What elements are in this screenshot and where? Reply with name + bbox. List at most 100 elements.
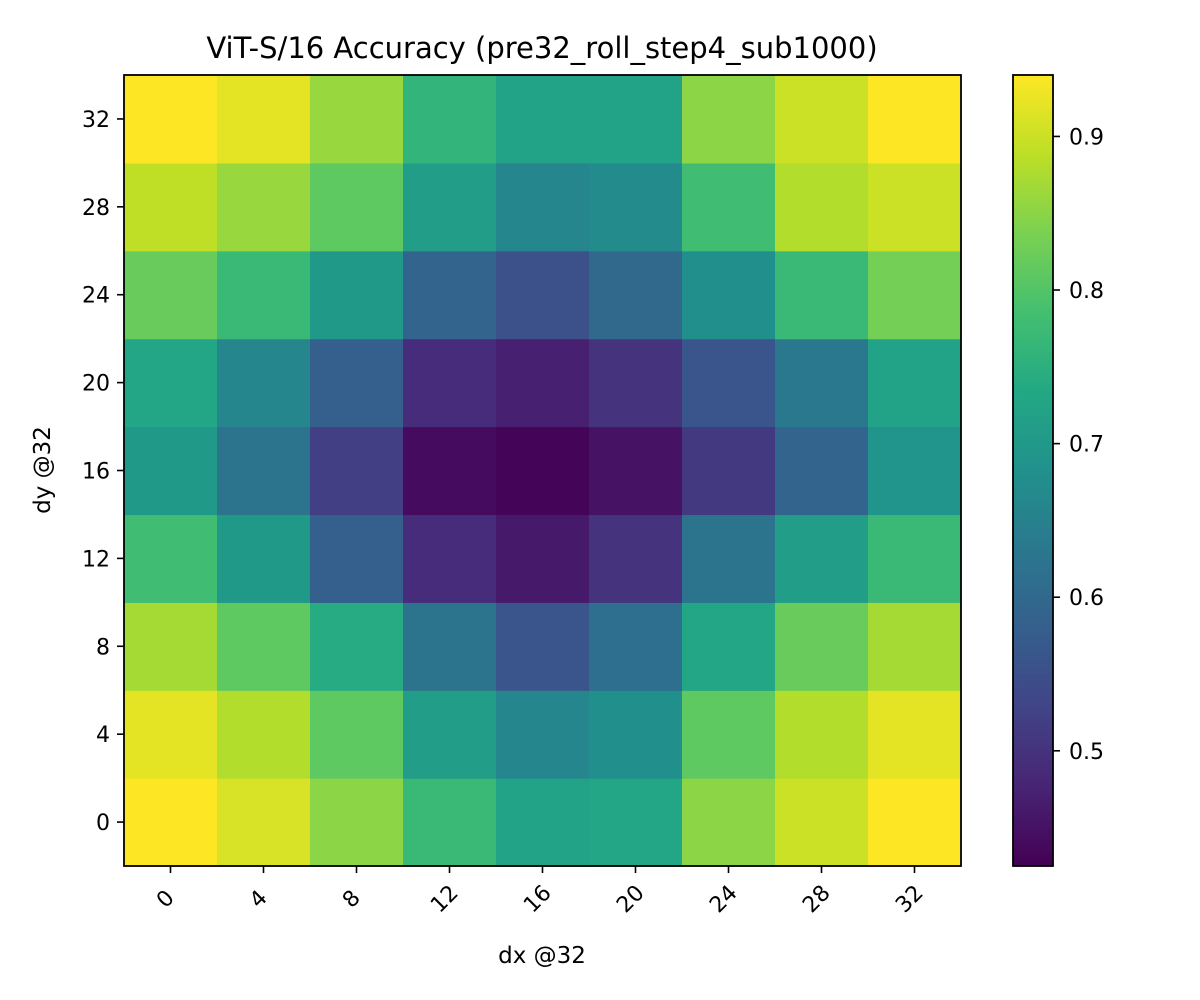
heatmap-cell — [682, 162, 776, 252]
colorbar-tick-label: 0.6 — [1069, 586, 1104, 611]
heatmap-cell — [496, 690, 590, 779]
heatmap-cell — [682, 514, 776, 603]
colorbar-tick-label: 0.9 — [1069, 125, 1104, 150]
heatmap-cell — [868, 602, 962, 691]
heatmap-cell — [403, 75, 497, 164]
heatmap-cell — [310, 602, 404, 691]
heatmap-cell — [217, 162, 311, 252]
heatmap-cell — [775, 514, 869, 603]
heatmap-cell — [868, 338, 962, 428]
heatmap-cell — [217, 250, 311, 340]
heatmap-cell — [589, 338, 683, 428]
heatmap-cell — [775, 778, 869, 867]
heatmap-cell — [682, 426, 776, 516]
heatmap-cell — [868, 162, 962, 252]
heatmap-cell — [868, 514, 962, 603]
y-axis-label: dy @32 — [30, 426, 56, 514]
heatmap-cell — [310, 75, 404, 164]
heatmap-cell — [403, 778, 497, 867]
y-tick-label: 16 — [82, 460, 110, 485]
x-tick-label: 0 — [152, 886, 180, 914]
heatmap-cell — [589, 162, 683, 252]
colorbar: 0.5 0.6 0.7 0.8 0.9 — [1012, 74, 1104, 867]
heatmap-cell — [682, 338, 776, 428]
heatmap-cell — [868, 426, 962, 516]
heatmap-cell — [589, 778, 683, 867]
heatmap-cell — [589, 250, 683, 340]
heatmap-cell — [310, 162, 404, 252]
heatmap-cell — [310, 690, 404, 779]
colorbar-tick-label: 0.7 — [1069, 433, 1104, 458]
heatmap-cell — [124, 338, 218, 428]
heatmap-cell — [310, 514, 404, 603]
y-tick-label: 8 — [96, 635, 110, 660]
heatmap-cell — [124, 778, 218, 867]
heatmap-cell — [682, 250, 776, 340]
heatmap-cell — [496, 162, 590, 252]
x-tick-label: 8 — [338, 886, 366, 914]
heatmap-cell — [589, 690, 683, 779]
heatmap-cell — [775, 250, 869, 340]
heatmap-cell — [589, 514, 683, 603]
heatmap-cells — [124, 75, 962, 867]
y-tick-label: 0 — [96, 811, 110, 836]
heatmap-cell — [310, 778, 404, 867]
colorbar-gradient — [1013, 75, 1053, 866]
heatmap-cell — [589, 426, 683, 516]
heatmap-cell — [403, 602, 497, 691]
heatmap-cell — [868, 75, 962, 164]
heatmap-cell — [775, 690, 869, 779]
heatmap-cell — [403, 690, 497, 779]
x-tick-label: 32 — [891, 881, 928, 918]
x-tick-label: 24 — [705, 881, 742, 918]
x-tick-label: 28 — [798, 881, 835, 918]
heatmap-cell — [775, 75, 869, 164]
x-tick-label: 20 — [612, 881, 649, 918]
colorbar-tick-label: 0.8 — [1069, 279, 1104, 304]
heatmap-cell — [124, 426, 218, 516]
heatmap-cell — [496, 338, 590, 428]
chart-title: ViT-S/16 Accuracy (pre32_roll_step4_sub1… — [206, 31, 877, 65]
heatmap-cell — [403, 162, 497, 252]
x-tick-label: 16 — [519, 881, 556, 918]
heatmap-cell — [124, 250, 218, 340]
heatmap-cell — [589, 602, 683, 691]
y-tick-label: 24 — [82, 284, 110, 309]
heatmap-cell — [403, 250, 497, 340]
y-tick-label: 4 — [96, 723, 110, 748]
heatmap-cell — [217, 426, 311, 516]
heatmap-cell — [310, 250, 404, 340]
heatmap-cell — [310, 426, 404, 516]
colorbar-tick-label: 0.5 — [1069, 740, 1104, 765]
heatmap-cell — [124, 602, 218, 691]
heatmap-cell — [217, 75, 311, 164]
y-tick-label: 20 — [82, 372, 110, 397]
heatmap-cell — [775, 162, 869, 252]
heatmap-cell — [496, 514, 590, 603]
x-tick-label: 4 — [245, 886, 273, 914]
y-tick-label: 32 — [82, 108, 110, 133]
heatmap-cell — [496, 75, 590, 164]
heatmap-cell — [124, 514, 218, 603]
heatmap-cell — [403, 514, 497, 603]
heatmap-cell — [682, 690, 776, 779]
heatmap-cell — [217, 778, 311, 867]
heatmap-cell — [868, 778, 962, 867]
y-tick-label: 28 — [82, 196, 110, 221]
heatmap-cell — [124, 75, 218, 164]
x-axis: 0 4 8 12 16 20 24 28 32 — [152, 866, 929, 918]
heatmap-cell — [589, 75, 683, 164]
heatmap-cell — [775, 602, 869, 691]
heatmap-cell — [217, 338, 311, 428]
heatmap-cell — [868, 250, 962, 340]
heatmap-cell — [868, 690, 962, 779]
heatmap-cell — [310, 338, 404, 428]
heatmap-cell — [496, 250, 590, 340]
heatmap-cell — [775, 426, 869, 516]
heatmap-cell — [217, 690, 311, 779]
colorbar-frame — [1012, 74, 1054, 867]
heatmap-cell — [496, 602, 590, 691]
heatmap-cell — [124, 162, 218, 252]
heatmap-cell — [682, 778, 776, 867]
